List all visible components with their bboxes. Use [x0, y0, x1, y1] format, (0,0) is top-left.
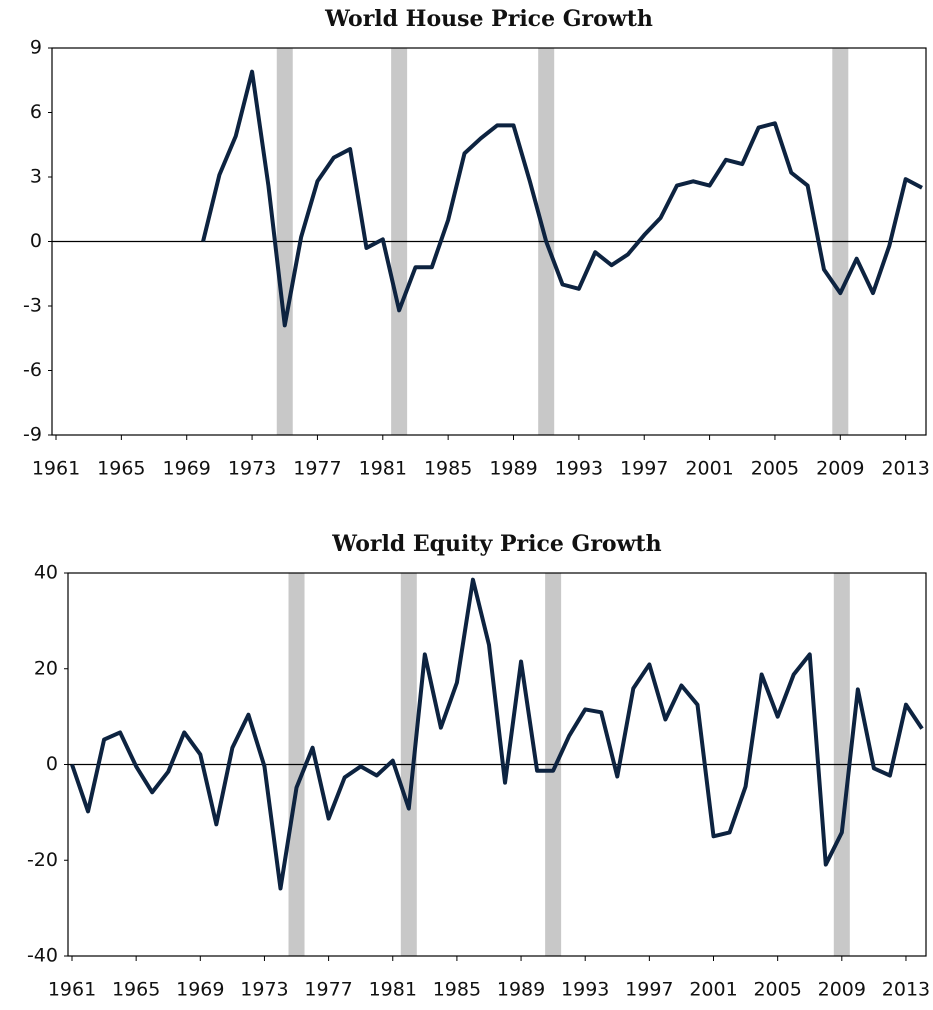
x-tick-label: 2009	[816, 458, 864, 480]
x-tick-label: 2005	[751, 458, 799, 480]
x-tick-label: 1973	[228, 458, 276, 480]
y-tick-label: 3	[30, 166, 42, 188]
x-tick-label: 1997	[625, 979, 673, 1001]
y-tick-label: -3	[23, 295, 42, 317]
x-tick-label: 1973	[240, 979, 288, 1001]
y-tick-label: 9	[30, 37, 42, 59]
x-tick-label: 2001	[689, 979, 737, 1001]
x-tick-label: 1969	[176, 979, 224, 1001]
x-tick-label: 1985	[433, 979, 481, 1001]
x-tick-label: 1981	[359, 458, 407, 480]
y-tick-label: -9	[23, 424, 42, 446]
y-tick-label: -40	[27, 945, 58, 967]
x-tick-label: 1965	[112, 979, 160, 1001]
x-tick-label: 1965	[97, 458, 145, 480]
x-tick-label: 1961	[48, 979, 96, 1001]
x-tick-label: 1981	[369, 979, 417, 1001]
x-tick-label: 1961	[32, 458, 80, 480]
y-tick-label: 0	[30, 230, 42, 252]
x-tick-label: 1989	[489, 458, 537, 480]
chart-title: World Equity Price Growth	[331, 531, 661, 557]
x-tick-label: 1993	[555, 458, 603, 480]
line	[70, 577, 924, 891]
x-tick-label: 1977	[293, 458, 341, 480]
plot-frame	[67, 572, 927, 957]
x-tick-label: 2013	[882, 979, 930, 1001]
x-tick-label: 1997	[620, 458, 668, 480]
x-tick-label: 1969	[163, 458, 211, 480]
x-tick-label: 2001	[685, 458, 733, 480]
y-tick-label: 0	[46, 753, 58, 775]
x-tick-label: 2013	[881, 458, 929, 480]
y-tick-label: 40	[34, 562, 58, 584]
line	[201, 69, 923, 328]
y-tick-label: -6	[23, 359, 42, 381]
x-tick-label: 1989	[497, 979, 545, 1001]
plot-frame	[51, 47, 927, 436]
y-tick-label: 20	[34, 657, 58, 679]
x-tick-label: 1977	[304, 979, 352, 1001]
x-tick-label: 1985	[424, 458, 472, 480]
x-tick-label: 2005	[753, 979, 801, 1001]
chart-title: World House Price Growth	[324, 6, 653, 32]
x-tick-label: 1993	[561, 979, 609, 1001]
y-tick-label: -20	[27, 849, 58, 871]
y-tick-label: 6	[30, 101, 42, 123]
x-tick-label: 2009	[818, 979, 866, 1001]
